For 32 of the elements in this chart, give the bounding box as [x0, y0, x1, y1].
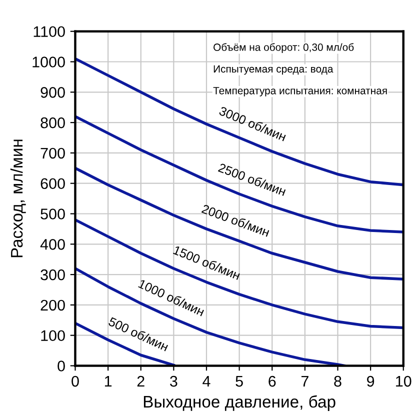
- x-tick-label: 1: [104, 376, 112, 387]
- x-tick-label: 7: [301, 376, 308, 387]
- annotation: 1500 об/мин: [172, 245, 241, 280]
- x-tick-label: 3: [170, 376, 178, 387]
- y-tick-label: 300: [40, 269, 65, 280]
- y-tick-label: 100: [41, 330, 65, 342]
- x-tick-label: 10: [396, 376, 412, 387]
- annotation: Температура испытания: комнатная: [213, 87, 387, 96]
- x-axis-title: Выходное давление, бар: [144, 395, 336, 411]
- x-tick-label: 8: [334, 376, 342, 387]
- y-tick-label: 900: [40, 87, 65, 98]
- annotation: 2500 об/мин: [218, 162, 287, 196]
- annotation: 3000 об/мин: [218, 106, 287, 142]
- y-tick-label: 800: [40, 117, 65, 128]
- y-tick-label: 0: [58, 360, 65, 372]
- x-tick-label: 5: [236, 376, 243, 387]
- x-tick-label: 4: [202, 376, 210, 387]
- y-tick-label: 1000: [32, 56, 65, 68]
- y-tick-label: 600: [40, 178, 65, 190]
- x-tick-label: 9: [367, 376, 374, 387]
- annotation: 2000 об/мин: [201, 204, 270, 237]
- annotation: Испытуемая среда: вода: [214, 65, 334, 75]
- y-tick-label: 400: [40, 239, 65, 250]
- y-tick-label: 500: [40, 208, 65, 220]
- y-tick-label: 200: [40, 300, 65, 311]
- x-tick-label: 6: [268, 376, 276, 387]
- y-tick-label: 700: [40, 148, 65, 159]
- y-tick-label: 1100: [34, 26, 65, 38]
- x-tick-label: 0: [72, 376, 79, 387]
- annotation: Объём на оборот: 0,30 мл/об: [214, 43, 354, 53]
- x-tick-label: 2: [137, 376, 144, 387]
- y-axis-title: Расход, мл/мин: [10, 140, 26, 258]
